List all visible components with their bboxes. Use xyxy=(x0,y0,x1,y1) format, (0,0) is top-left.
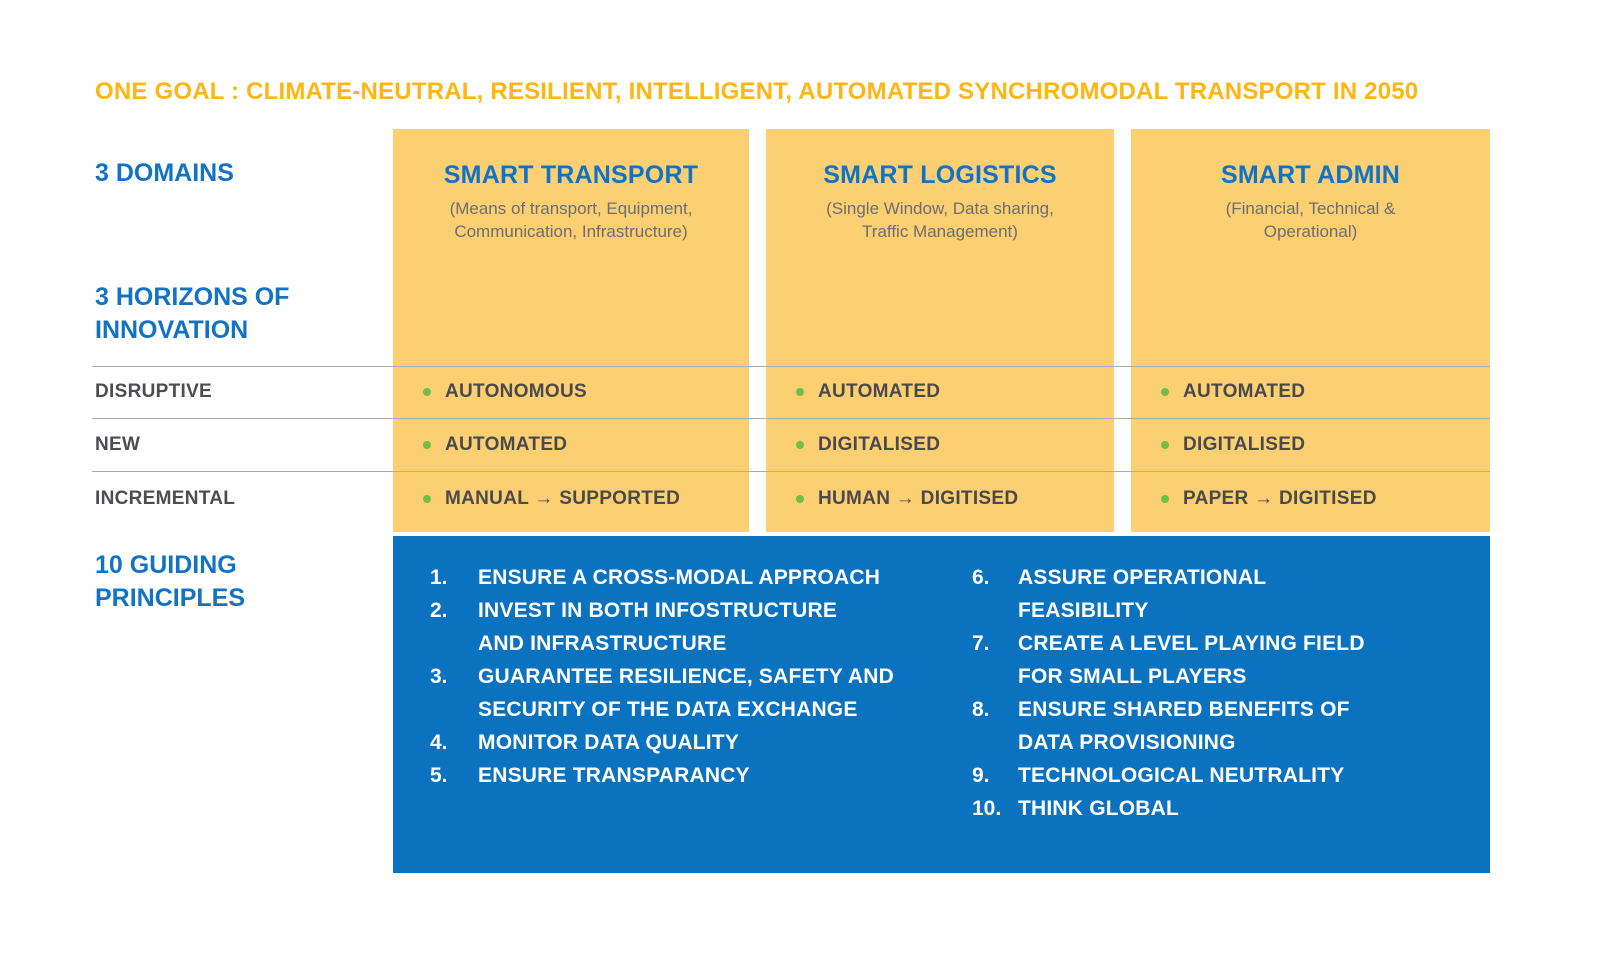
domain-panel-smart-transport: SMART TRANSPORT (Means of transport, Equ… xyxy=(393,129,749,532)
label-10-guiding-principles: 10 GUIDING PRINCIPLES xyxy=(95,551,246,612)
cell-text: DIGITALISED xyxy=(818,433,941,455)
domain-panel-smart-admin: SMART ADMIN (Financial, Technical & Oper… xyxy=(1131,129,1490,532)
principle-item: 6. ASSURE OPERATIONAL FEASIBILITY xyxy=(972,561,1392,627)
principle-text: ASSURE OPERATIONAL FEASIBILITY xyxy=(1018,566,1267,622)
bullet-icon xyxy=(1161,440,1169,449)
principle-text: ENSURE A CROSS-MODAL APPROACH xyxy=(478,566,881,589)
domain-title: SMART TRANSPORT xyxy=(443,161,699,189)
domain-subtitle: (Single Window, Data sharing, Traffic Ma… xyxy=(826,199,1054,241)
label-3-domains: 3 DOMAINS xyxy=(95,159,234,187)
domain-title: SMART ADMIN xyxy=(1220,161,1401,189)
row-label: INCREMENTAL xyxy=(95,487,236,509)
cell-text: AUTOMATED xyxy=(445,433,568,455)
principle-number: 7. xyxy=(972,632,990,655)
cell-admin-disruptive: AUTOMATED xyxy=(1161,381,1305,403)
principle-text: MONITOR DATA QUALITY xyxy=(478,731,740,754)
bullet-icon xyxy=(423,388,431,396)
bullet-icon xyxy=(423,494,431,503)
principle-item: 10. THINK GLOBAL xyxy=(972,792,1392,825)
cell-logistics-incremental: HUMAN → DIGITISED xyxy=(796,488,1018,510)
domain-title: SMART LOGISTICS xyxy=(823,161,1057,189)
principles-list-left: 1. ENSURE A CROSS-MODAL APPROACH 2. INVE… xyxy=(430,561,930,792)
principle-number: 9. xyxy=(972,764,990,787)
principle-item: 2. INVEST IN BOTH INFOSTRUCTURE AND INFR… xyxy=(430,594,930,660)
row-divider xyxy=(92,366,1490,367)
principle-number: 4. xyxy=(430,731,448,754)
horizon-row-disruptive: DISRUPTIVE AUTONOMOUS AUTOMATED AUTOMATE… xyxy=(92,366,1490,418)
cell-transport-new: AUTOMATED xyxy=(423,434,567,456)
page-title: ONE GOAL : CLIMATE-NEUTRAL, RESILIENT, I… xyxy=(95,78,1419,105)
principle-item: 4. MONITOR DATA QUALITY xyxy=(430,726,930,759)
cell-logistics-new: DIGITALISED xyxy=(796,434,940,456)
guiding-principles-panel: 1. ENSURE A CROSS-MODAL APPROACH 2. INVE… xyxy=(393,536,1490,873)
cell-transport-incremental: MANUAL → SUPPORTED xyxy=(423,488,680,510)
bullet-icon xyxy=(796,388,804,396)
cell-admin-incremental: PAPER → DIGITISED xyxy=(1161,488,1377,510)
cell-text: MANUAL → SUPPORTED xyxy=(445,487,681,509)
principle-item: 1. ENSURE A CROSS-MODAL APPROACH xyxy=(430,561,930,594)
principle-number: 5. xyxy=(430,764,448,787)
principle-item: 7. CREATE A LEVEL PLAYING FIELD FOR SMAL… xyxy=(972,627,1392,693)
principle-text: THINK GLOBAL xyxy=(1018,797,1180,820)
principle-item: 3. GUARANTEE RESILIENCE, SAFETY AND SECU… xyxy=(430,660,930,726)
bullet-icon xyxy=(423,440,431,449)
domain-subtitle: (Means of transport, Equipment, Communic… xyxy=(449,199,693,241)
principle-number: 1. xyxy=(430,566,448,589)
row-divider xyxy=(92,418,1490,419)
cell-logistics-disruptive: AUTOMATED xyxy=(796,381,940,403)
principle-number: 10. xyxy=(972,797,1002,820)
cell-transport-disruptive: AUTONOMOUS xyxy=(423,381,587,403)
principle-text: ENSURE SHARED BENEFITS OF DATA PROVISION… xyxy=(1018,698,1350,754)
cell-text: AUTOMATED xyxy=(1183,381,1306,402)
horizon-row-incremental: INCREMENTAL MANUAL → SUPPORTED HUMAN → D… xyxy=(92,471,1490,526)
domain-panel-smart-logistics: SMART LOGISTICS (Single Window, Data sha… xyxy=(766,129,1114,532)
principle-item: 8. ENSURE SHARED BENEFITS OF DATA PROVIS… xyxy=(972,693,1392,759)
cell-text: DIGITALISED xyxy=(1183,433,1306,455)
principle-text: INVEST IN BOTH INFOSTRUCTURE AND INFRAST… xyxy=(478,599,838,655)
principle-number: 6. xyxy=(972,566,990,589)
bullet-icon xyxy=(796,440,804,449)
horizon-row-new: NEW AUTOMATED DIGITALISED DIGITALISED xyxy=(92,418,1490,471)
principles-list-right: 6. ASSURE OPERATIONAL FEASIBILITY 7. CRE… xyxy=(972,561,1392,825)
cell-text: PAPER → DIGITISED xyxy=(1183,487,1377,509)
cell-text: AUTOMATED xyxy=(818,381,941,402)
bullet-icon xyxy=(796,494,804,503)
principle-number: 2. xyxy=(430,599,448,622)
cell-text: HUMAN → DIGITISED xyxy=(818,487,1019,509)
label-3-horizons-of-innovation: 3 HORIZONS OF INNOVATION xyxy=(95,283,290,344)
cell-text: AUTONOMOUS xyxy=(445,381,587,402)
principle-text: TECHNOLOGICAL NEUTRALITY xyxy=(1018,764,1345,787)
row-divider xyxy=(92,471,1490,472)
principle-item: 5. ENSURE TRANSPARANCY xyxy=(430,759,930,792)
cell-admin-new: DIGITALISED xyxy=(1161,434,1305,456)
principle-number: 3. xyxy=(430,665,448,688)
bullet-icon xyxy=(1161,388,1169,396)
row-label: DISRUPTIVE xyxy=(95,381,213,402)
principle-text: CREATE A LEVEL PLAYING FIELD FOR SMALL P… xyxy=(1018,632,1365,688)
domain-subtitle: (Financial, Technical & Operational) xyxy=(1225,199,1396,241)
row-label: NEW xyxy=(95,433,141,455)
bullet-icon xyxy=(1161,494,1169,503)
principle-item: 9. TECHNOLOGICAL NEUTRALITY xyxy=(972,759,1392,792)
principle-text: ENSURE TRANSPARANCY xyxy=(478,764,750,787)
principle-number: 8. xyxy=(972,698,990,721)
principle-text: GUARANTEE RESILIENCE, SAFETY AND SECURIT… xyxy=(478,665,894,721)
